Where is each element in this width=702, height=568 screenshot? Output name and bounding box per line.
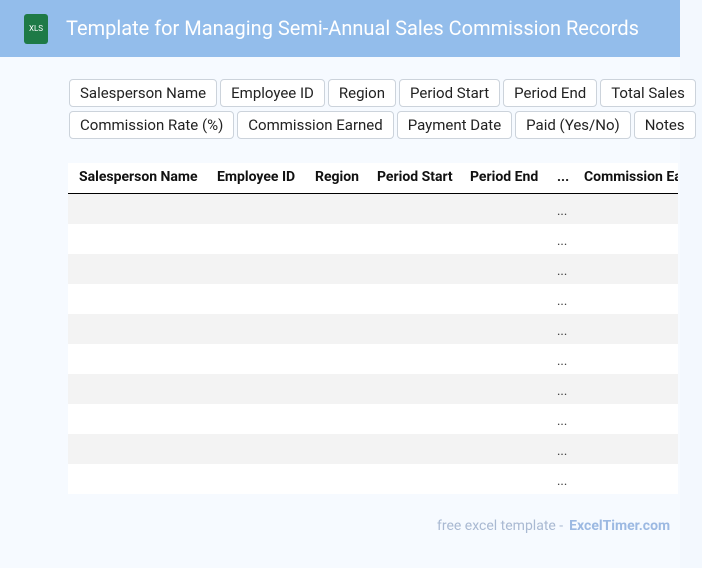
- empty-cells: [68, 464, 546, 494]
- empty-cells: [68, 434, 546, 464]
- field-chip: Notes: [633, 111, 696, 139]
- ellipsis-cell: ...: [557, 384, 568, 399]
- ellipsis-cell: ...: [557, 354, 568, 369]
- table-row: ...: [68, 404, 678, 434]
- brand-link[interactable]: ExcelTimer.com: [569, 518, 671, 534]
- table-row: ...: [68, 464, 678, 494]
- field-chip: Employee ID: [220, 79, 325, 107]
- field-chip: Paid (Yes/No): [515, 111, 631, 139]
- table-row: ...: [68, 314, 678, 344]
- empty-cells: [68, 374, 546, 404]
- table-row: ...: [68, 434, 678, 464]
- field-chip: Period Start: [399, 79, 501, 107]
- column-header: Employee ID: [217, 169, 296, 185]
- column-header: Commission Earned: [584, 169, 678, 185]
- empty-cells: [68, 344, 546, 374]
- field-chip: Commission Earned: [237, 111, 394, 139]
- field-chip: Payment Date: [396, 111, 513, 139]
- table-row: ...: [68, 374, 678, 404]
- ellipsis-cell: ...: [557, 294, 568, 309]
- ellipsis-cell: ...: [557, 444, 568, 459]
- footer: free excel template - ExcelTimer.com: [437, 518, 670, 534]
- ellipsis-cell: ...: [557, 324, 568, 339]
- footer-text: free excel template -: [437, 518, 564, 534]
- table-row: ...: [68, 254, 678, 284]
- ellipsis-cell: ...: [557, 414, 568, 429]
- ellipsis-cell: ...: [557, 234, 568, 249]
- empty-cells: [68, 254, 546, 284]
- field-chip: Commission Rate (%): [69, 111, 235, 139]
- ellipsis-cell: ...: [557, 264, 568, 279]
- content: XLS Template for Managing Semi-Annual Sa…: [0, 0, 696, 534]
- table-row: ...: [68, 194, 678, 224]
- column-header: Region: [315, 169, 359, 185]
- field-chip: Region: [327, 79, 396, 107]
- page-title: Template for Managing Semi-Annual Sales …: [66, 16, 639, 40]
- empty-cells: [68, 284, 546, 314]
- field-chip: Salesperson Name: [69, 79, 218, 107]
- file-icon: XLS: [24, 14, 48, 44]
- column-header: Period End: [470, 169, 539, 185]
- field-chip: Period End: [503, 79, 598, 107]
- empty-cells: [68, 224, 546, 254]
- column-header: Salesperson Name: [79, 169, 198, 185]
- table: Salesperson Name Employee ID Region Period …: [68, 163, 678, 494]
- header-row: Salesperson Name Employee ID Region Period …: [68, 163, 678, 194]
- empty-cells: [68, 404, 546, 434]
- table-row: ...: [68, 284, 678, 314]
- table-row: ...: [68, 344, 678, 374]
- field-list: Salesperson Name Employee ID Region Period …: [69, 79, 699, 139]
- table-row: ...: [68, 224, 678, 254]
- column-header: Period Start: [377, 169, 453, 185]
- field-chip: Total Sales: [600, 79, 696, 107]
- empty-cells: [68, 194, 546, 224]
- ellipsis-cell: ...: [557, 474, 568, 489]
- column-header: ...: [557, 169, 570, 185]
- header: XLS Template for Managing Semi-Annual Sa…: [0, 0, 680, 57]
- empty-cells: [68, 314, 546, 344]
- ellipsis-cell: ...: [557, 204, 568, 219]
